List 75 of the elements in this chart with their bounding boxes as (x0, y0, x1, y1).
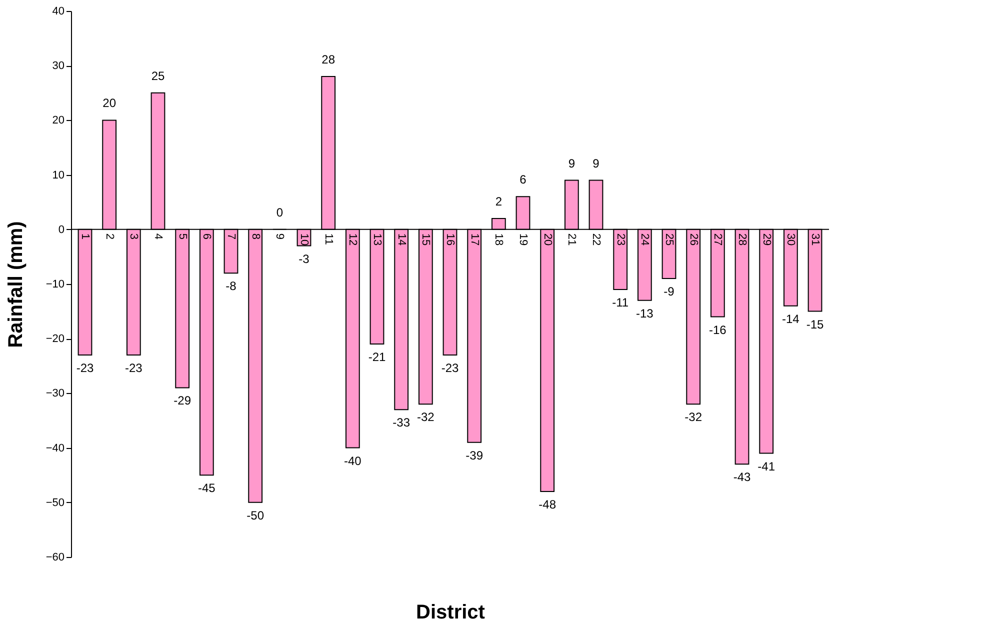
x-tick-label: 21 (566, 233, 578, 246)
x-tick-label: 12 (346, 233, 359, 246)
x-tick-label: 28 (736, 233, 748, 246)
x-tick-label: 17 (468, 233, 480, 246)
data-label: 28 (322, 52, 336, 67)
x-tick-label: 2 (103, 233, 116, 240)
data-label: -33 (392, 416, 410, 430)
data-label: -21 (368, 350, 386, 364)
data-label: -9 (664, 284, 675, 299)
x-tick-label: 18 (492, 233, 505, 246)
data-label: -11 (612, 295, 629, 310)
x-tick-label: 22 (590, 233, 602, 246)
x-tick-label: 6 (200, 233, 213, 240)
x-tick-label: 11 (322, 233, 334, 245)
data-label: 20 (102, 96, 116, 110)
x-tick-label: 31 (809, 233, 822, 246)
x-tick-label: 5 (176, 233, 188, 240)
y-tick-label: 40 (52, 6, 64, 18)
data-label: -14 (782, 312, 800, 326)
y-tick-label: −20 (46, 333, 64, 346)
x-tick-label: 9 (274, 233, 286, 240)
data-label: -23 (76, 360, 94, 375)
x-tick-label: 14 (395, 233, 408, 246)
x-tick-label: 30 (784, 233, 797, 246)
x-tick-label: 19 (517, 233, 529, 246)
data-label: -41 (758, 459, 776, 474)
x-tick-label: 7 (224, 233, 237, 240)
data-label: -3 (298, 252, 310, 266)
y-tick-label: −50 (46, 496, 64, 509)
y-tick-label: −30 (46, 388, 64, 400)
x-tick-label: 13 (371, 233, 383, 246)
x-tick-label: 24 (638, 233, 651, 246)
y-tick-label: 20 (52, 114, 64, 127)
data-label: 25 (151, 68, 165, 83)
x-axis-title: District (416, 602, 486, 624)
x-tick-label: 15 (420, 233, 432, 246)
data-label: -23 (124, 360, 143, 375)
data-label: -48 (538, 497, 556, 512)
x-tick-label: 1 (78, 233, 91, 240)
data-label: -23 (441, 360, 459, 375)
x-tick-label: 8 (249, 233, 262, 240)
y-tick-label: −40 (46, 442, 64, 454)
x-tick-label: 26 (687, 233, 700, 246)
y-tick-label: −10 (46, 278, 64, 290)
data-label: 9 (568, 156, 576, 170)
x-tick-label: 20 (541, 233, 554, 246)
data-label: -32 (416, 410, 435, 424)
y-tick-label: 10 (52, 169, 64, 182)
y-tick-label: −60 (46, 552, 64, 564)
data-label: -43 (733, 470, 752, 484)
x-tick-label: 4 (152, 233, 164, 240)
data-label: -16 (709, 322, 727, 337)
x-tick-label: 10 (298, 233, 310, 246)
data-label: -15 (806, 317, 824, 332)
data-label: 6 (520, 172, 527, 187)
y-tick-label: 0 (58, 224, 64, 236)
data-label: -29 (174, 394, 192, 408)
x-tick-label: 3 (128, 233, 140, 240)
data-label: -50 (246, 508, 264, 522)
data-label: -39 (466, 448, 484, 462)
y-tick-label: 30 (52, 60, 64, 72)
data-label: 9 (592, 156, 600, 170)
data-label: -45 (198, 481, 216, 496)
x-tick-label: 16 (444, 233, 456, 246)
data-label: -40 (344, 454, 362, 468)
x-tick-label: 25 (663, 233, 676, 246)
data-label: 2 (495, 194, 502, 208)
x-tick-label: 23 (614, 233, 626, 246)
y-axis-title: Rainfall (mm) (4, 221, 27, 348)
x-tick-label: 27 (712, 233, 724, 246)
data-label: 0 (276, 205, 284, 220)
x-tick-label: 29 (760, 233, 772, 246)
data-label: -8 (226, 279, 237, 294)
data-label: -32 (684, 410, 702, 424)
data-label: -13 (636, 306, 654, 320)
